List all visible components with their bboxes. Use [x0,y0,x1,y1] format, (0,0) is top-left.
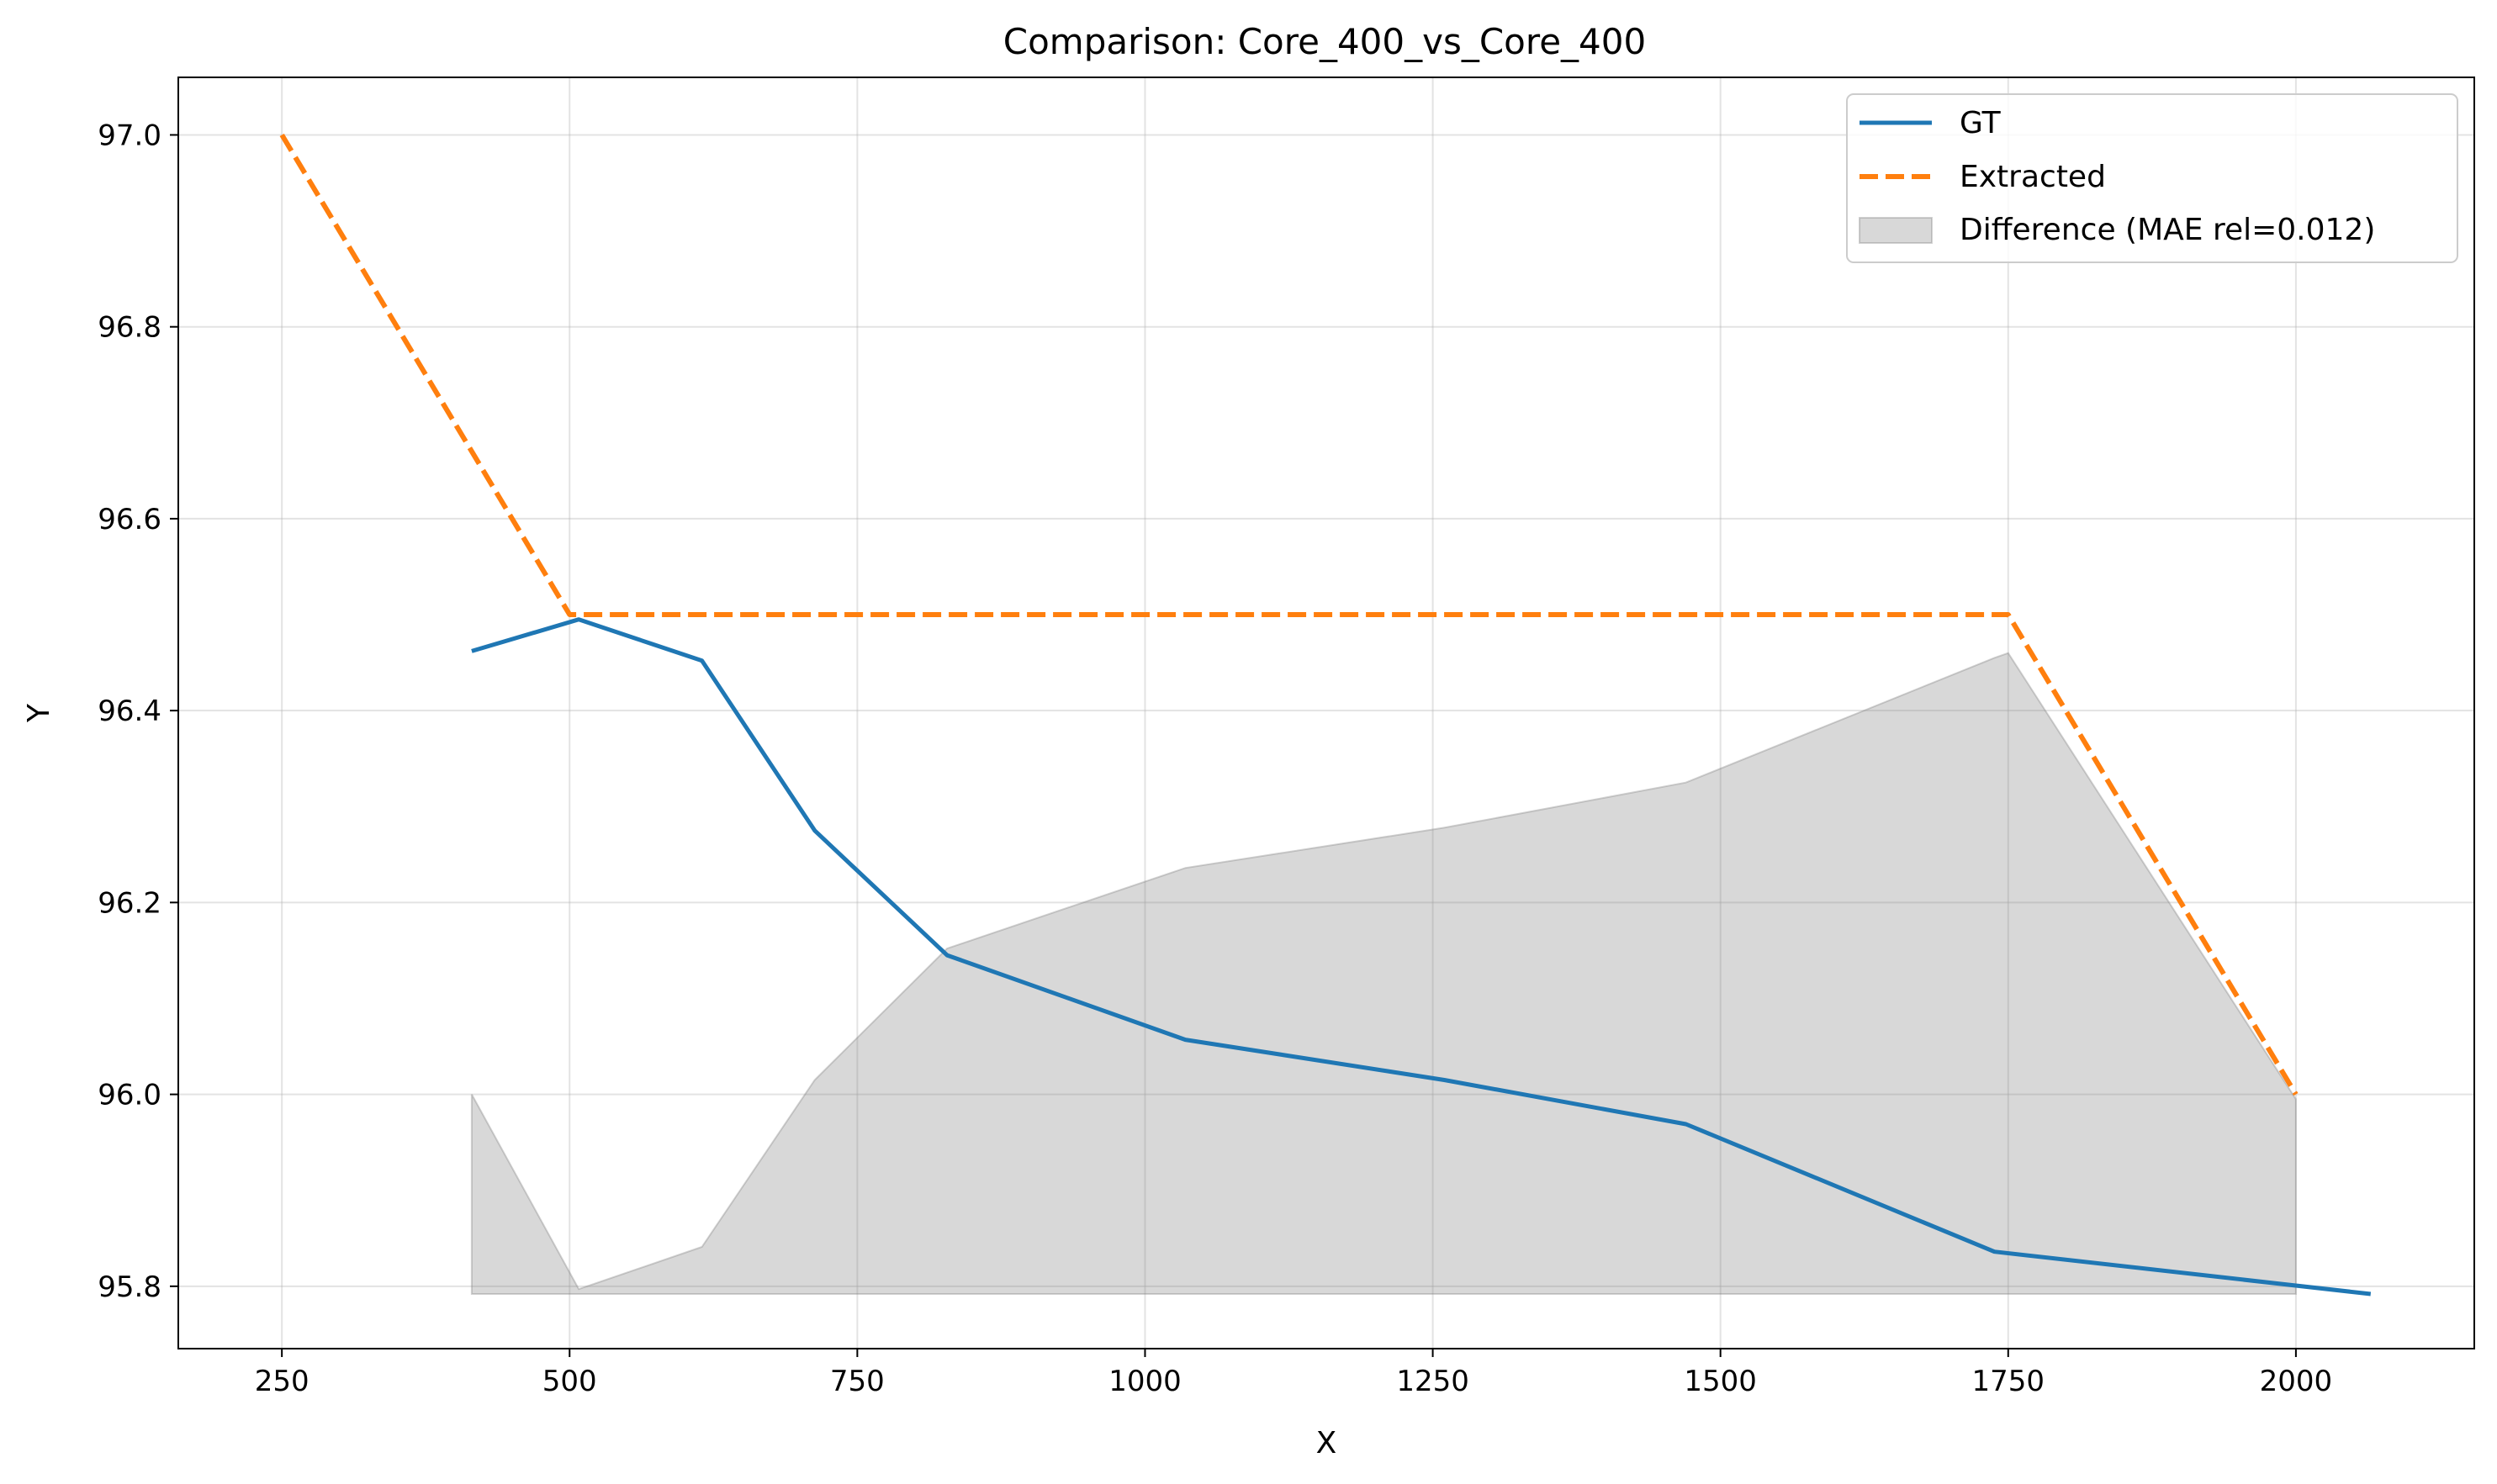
x-axis-label: X [1316,1426,1337,1460]
legend-difference-swatch [1859,217,1933,244]
y-axis-ticks: 95.8 96.0 96.2 96.4 96.6 96.8 97.0 [98,119,178,1304]
y-tick-label: 97.0 [98,119,161,152]
y-tick-label: 96.6 [98,503,161,536]
chart-title: Comparison: Core_400_vs_Core_400 [1003,21,1646,62]
gt-line [471,617,2372,1297]
y-tick-label: 95.8 [98,1270,161,1304]
plot-frame [177,77,2475,1349]
x-tick-label: 250 [255,1365,309,1398]
extracted-line [279,133,2299,1096]
legend-box [1846,93,2458,263]
y-tick-label: 96.2 [98,886,161,920]
x-tick-label: 1750 [1972,1365,2045,1398]
plot-area [177,77,2475,1349]
x-tick-label: 500 [542,1365,597,1398]
y-tick-label: 96.8 [98,311,161,345]
x-tick-label: 1250 [1396,1365,1469,1398]
legend-difference-label: Difference (MAE rel=0.012) [1960,213,2375,247]
plot-background [178,77,2474,1349]
grid-x [281,77,2297,1349]
difference-fill [470,652,2297,1295]
legend-extracted-label: Extracted [1960,160,2106,194]
y-tick-label: 96.0 [98,1079,161,1112]
x-tick-label: 1000 [1108,1365,1182,1398]
legend-gt-label: GT [1960,106,2002,140]
legend: GT Extracted Difference (MAE rel=0.012) [1846,93,2458,263]
grid-y [178,134,2474,1287]
y-tick-label: 96.4 [98,694,161,728]
x-axis-ticks: 250 500 750 1000 1250 1500 1750 2000 [255,1349,2332,1398]
y-axis-label: Y [22,703,56,723]
x-tick-label: 1500 [1684,1365,1757,1398]
x-tick-label: 2000 [2260,1365,2333,1398]
x-tick-label: 750 [830,1365,885,1398]
